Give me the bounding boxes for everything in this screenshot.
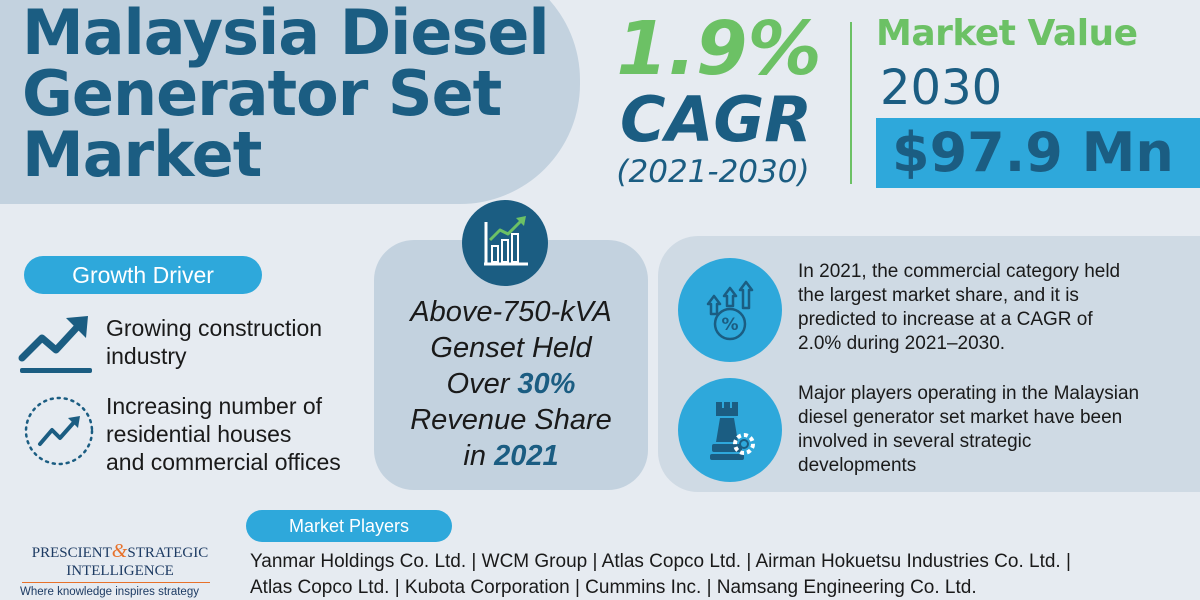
insight-1-line-3: predicted to increase at a CAGR of bbox=[798, 309, 1093, 330]
growth-driver-item-2: Increasing number of residential houses … bbox=[106, 392, 376, 476]
market-players-line-2: Atlas Copco Ltd. | Kubota Corporation | … bbox=[250, 577, 977, 598]
highlight-line-2: Genset Held bbox=[430, 332, 592, 364]
title-line-2: Generator Set bbox=[22, 57, 502, 130]
insight-1-line-4: 2.0% during 2021–2030. bbox=[798, 333, 1006, 354]
highlight-line-4: Revenue Share bbox=[410, 404, 612, 436]
insight-1-text: In 2021, the commercial category held th… bbox=[798, 260, 1178, 356]
market-value-label: Market Value bbox=[876, 13, 1138, 54]
highlight-line-3-prefix: Over bbox=[446, 368, 518, 400]
cagr-label: CAGR bbox=[619, 83, 813, 156]
market-players-line-1: Yanmar Holdings Co. Ltd. | WCM Group | A… bbox=[250, 551, 1071, 572]
growth-driver-item-1-line-2: industry bbox=[106, 343, 187, 369]
cagr-value: 1.9% bbox=[616, 6, 822, 92]
cagr-period: (2021-2030) bbox=[616, 154, 810, 190]
market-value-year: 2030 bbox=[880, 60, 1003, 116]
svg-text:%: % bbox=[721, 315, 738, 335]
growth-driver-heading: Growth Driver bbox=[24, 256, 262, 294]
growth-driver-item-2-line-2: residential houses bbox=[106, 421, 292, 447]
highlight-share-value: 30% bbox=[517, 368, 576, 400]
logo-tagline: Where knowledge inspires strategy bbox=[20, 586, 199, 598]
chart-growth-circle-icon bbox=[24, 396, 94, 466]
title-background bbox=[0, 0, 580, 204]
insight-2-line-2: diesel generator set market have been bbox=[798, 407, 1123, 428]
logo-word-strategic: STRATEGIC bbox=[127, 545, 209, 561]
trend-up-arrow-icon bbox=[18, 316, 92, 373]
insight-2-text: Major players operating in the Malaysian… bbox=[798, 382, 1178, 478]
highlight-line-5-prefix: in bbox=[463, 440, 495, 472]
percent-growth-icon: % bbox=[706, 280, 754, 341]
logo-name-line-2: INTELLIGENCE bbox=[66, 563, 174, 579]
insight-1-line-2: the largest market share, and it is bbox=[798, 285, 1079, 306]
insight-2-line-3: involved in several strategic bbox=[798, 431, 1032, 452]
insight-1-icon-badge: % bbox=[678, 258, 782, 362]
insight-2-icon-badge bbox=[678, 378, 782, 482]
highlight-icon-badge bbox=[462, 200, 548, 286]
growth-driver-item-2-line-3: and commercial offices bbox=[106, 449, 341, 475]
logo-name-line-1: PRESCIENT&STRATEGIC bbox=[22, 540, 218, 562]
logo-word-prescient: PRESCIENT bbox=[31, 545, 112, 561]
highlight-line-3: Over 30% bbox=[380, 366, 642, 402]
title-line-1: Malaysia Diesel bbox=[22, 0, 550, 69]
highlight-line-1: Above-750-kVA bbox=[410, 296, 612, 328]
logo-rule bbox=[22, 582, 210, 583]
strategy-chess-gear-icon bbox=[710, 402, 755, 460]
insight-1-line-1: In 2021, the commercial category held bbox=[798, 261, 1121, 282]
highlight-text: Above-750-kVA Genset Held Over 30% Reven… bbox=[380, 294, 642, 474]
growth-driver-item-1: Growing construction industry bbox=[106, 314, 376, 370]
highlight-line-5: in 2021 bbox=[380, 438, 642, 474]
growth-driver-item-2-line-1: Increasing number of bbox=[106, 393, 323, 419]
logo-ampersand: & bbox=[111, 540, 128, 562]
page-title: Malaysia Diesel Generator Set Market bbox=[22, 0, 602, 191]
growth-driver-item-1-line-1: Growing construction bbox=[106, 315, 323, 341]
insight-2-line-4: developments bbox=[798, 455, 917, 476]
insight-2-line-1: Major players operating in the Malaysian bbox=[798, 383, 1140, 404]
header-divider bbox=[850, 22, 852, 184]
market-value-amount: $97.9 Mn bbox=[876, 118, 1200, 188]
title-line-3: Market bbox=[22, 118, 262, 191]
highlight-year: 2021 bbox=[494, 440, 559, 472]
market-players-heading: Market Players bbox=[246, 510, 452, 542]
bar-chart-trend-icon bbox=[484, 216, 528, 266]
